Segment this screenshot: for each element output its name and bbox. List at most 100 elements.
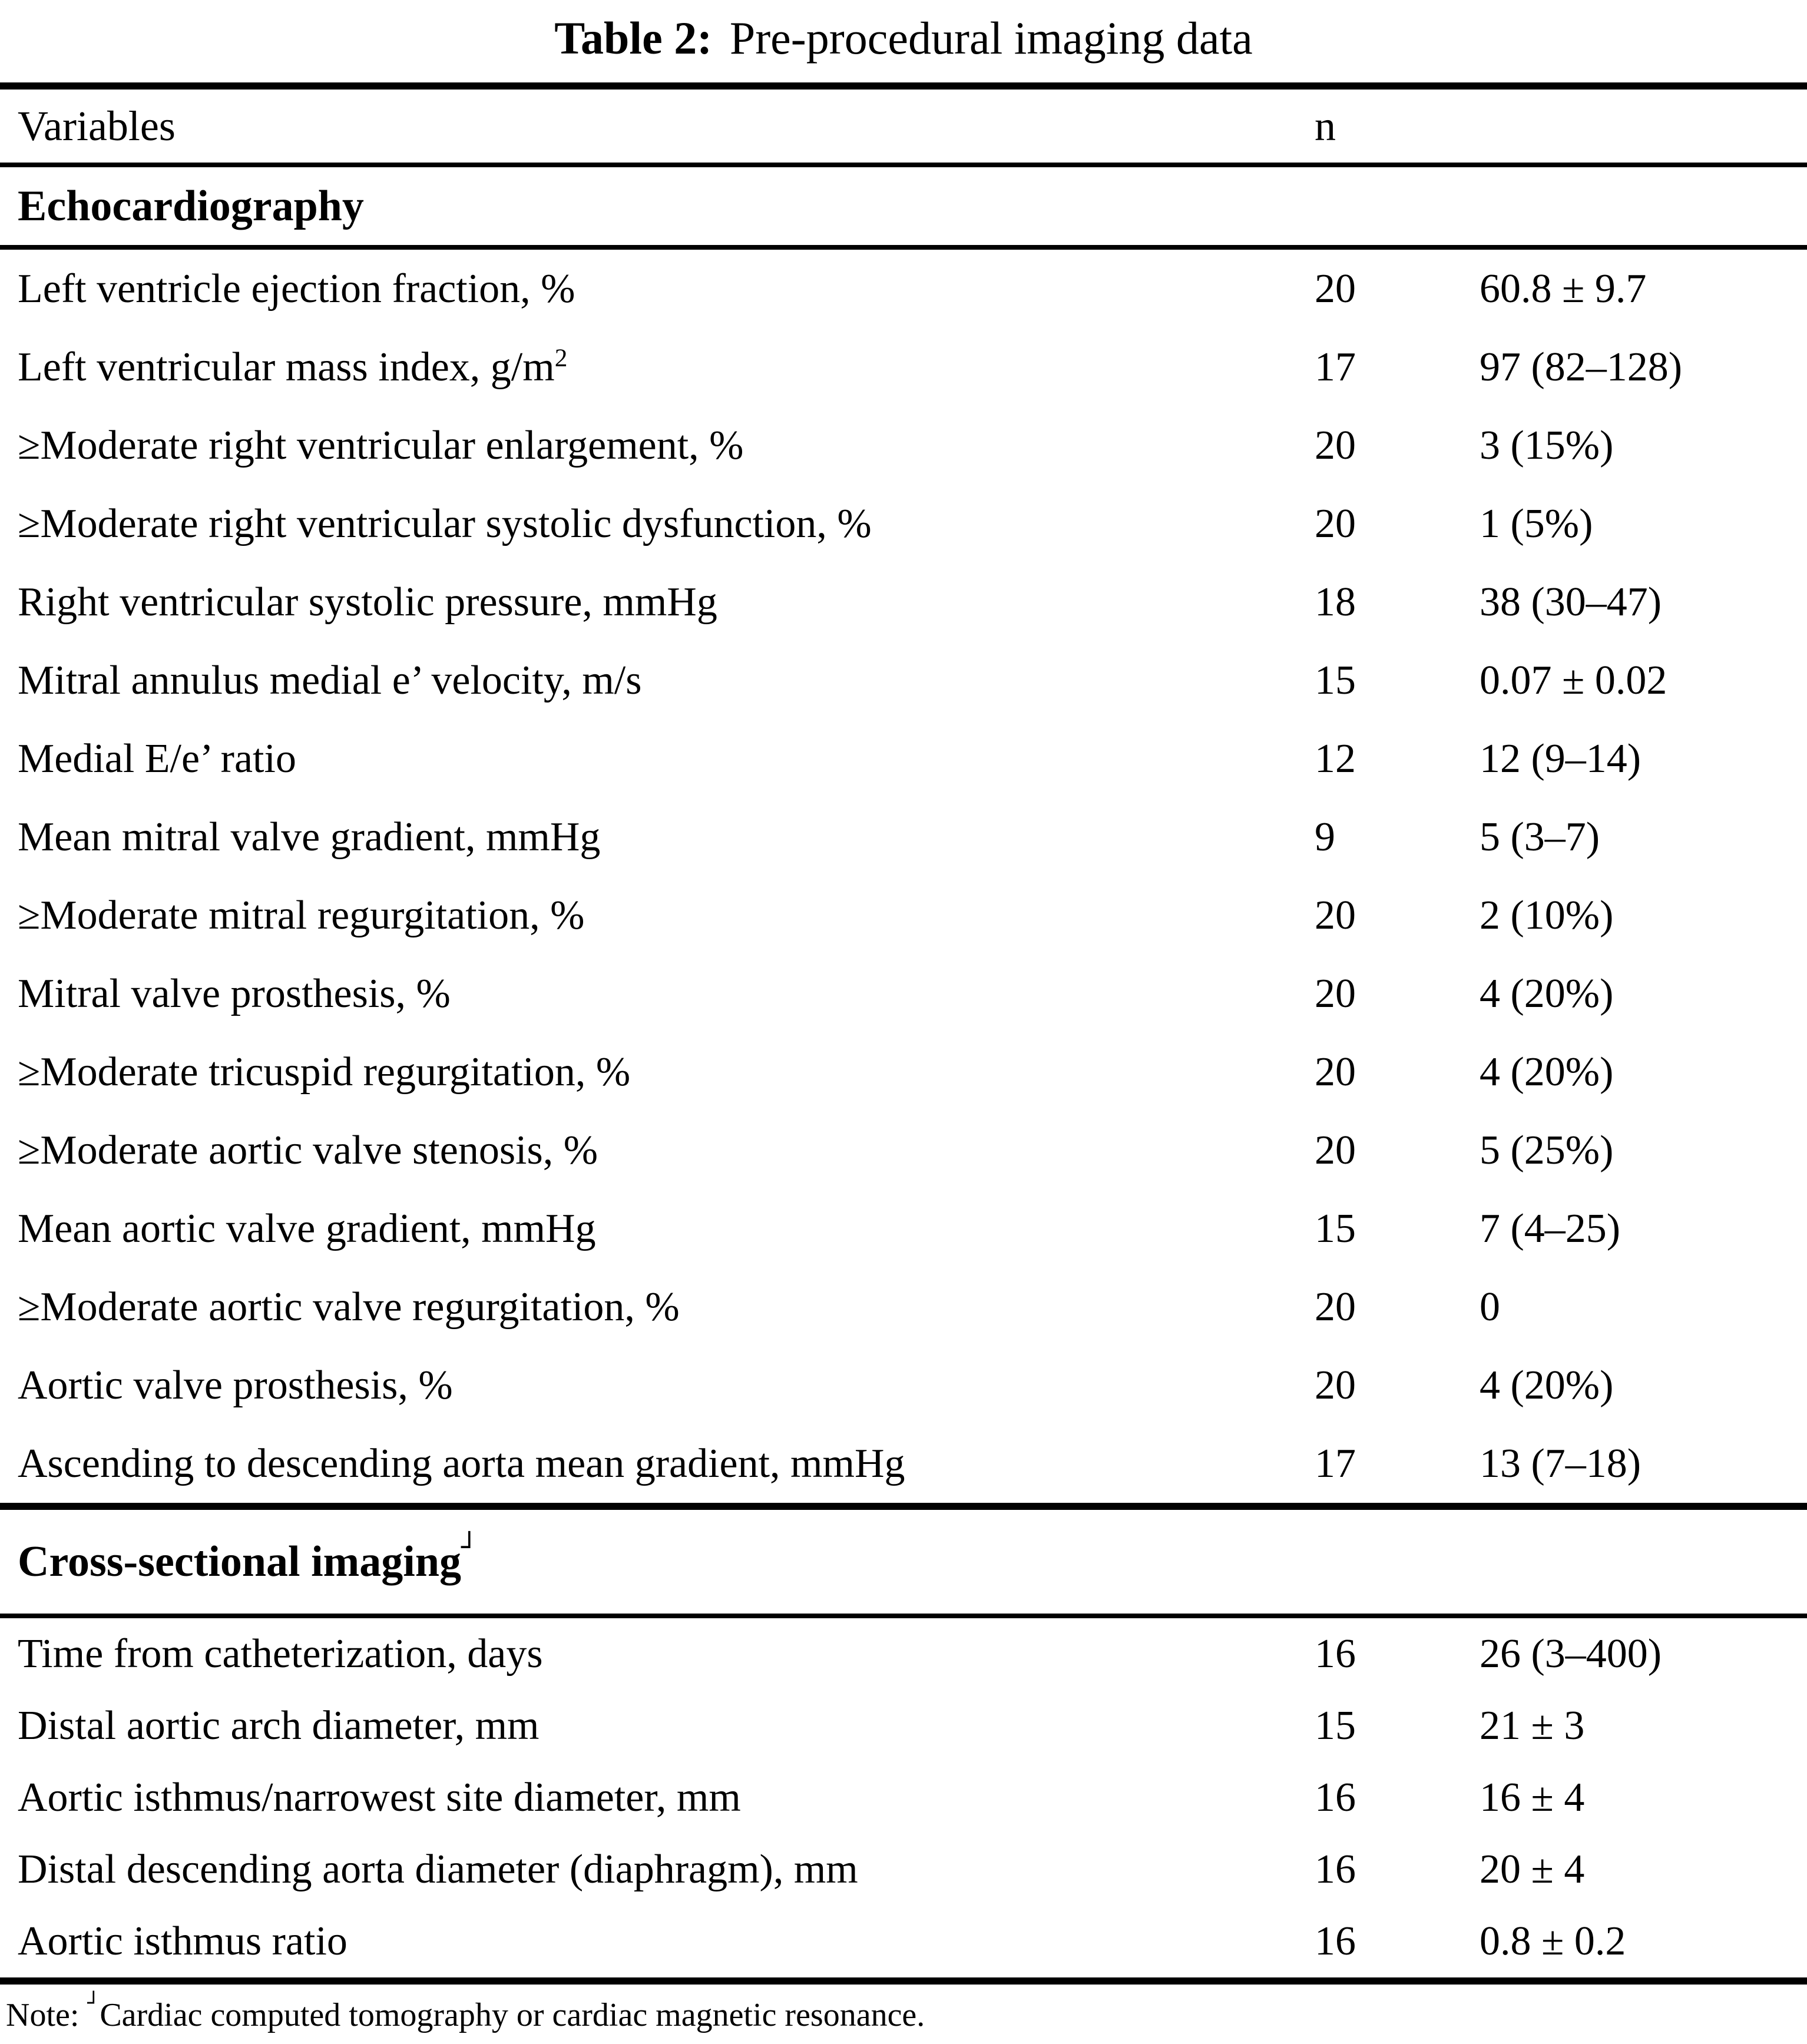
column-header-n: n bbox=[1315, 102, 1336, 150]
row-variable: Left ventricle ejection fraction, % bbox=[18, 266, 575, 312]
table-row: Time from catheterization, days 16 26 (3–4… bbox=[0, 1618, 1807, 1690]
row-variable: ≥Moderate right ventricular enlargement,… bbox=[18, 422, 744, 468]
row-variable: Distal descending aorta diameter (diaphr… bbox=[18, 1847, 858, 1892]
table-row: Aortic valve prosthesis, % 20 4 (20%) bbox=[0, 1346, 1807, 1424]
row-value: 5 (25%) bbox=[1480, 1127, 1614, 1173]
footnote-text: Cardiac computed tomography or cardiac m… bbox=[100, 1996, 925, 2033]
row-variable: Mean aortic valve gradient, mmHg bbox=[18, 1205, 596, 1251]
row-variable: Ascending to descending aorta mean gradi… bbox=[18, 1440, 905, 1486]
table-row: Aortic isthmus/narrowest site diameter, … bbox=[0, 1762, 1807, 1834]
row-value: 38 (30–47) bbox=[1480, 579, 1662, 625]
row-value: 26 (3–400) bbox=[1480, 1631, 1662, 1677]
row-n: 18 bbox=[1315, 579, 1356, 625]
row-n: 16 bbox=[1315, 1631, 1356, 1677]
section-header-echocardiography: Echocardiography bbox=[0, 167, 1807, 245]
section-header-divider bbox=[0, 245, 1807, 250]
row-variable: Mitral annulus medial e’ velocity, m/s bbox=[18, 657, 642, 703]
row-variable: Aortic isthmus ratio bbox=[18, 1919, 348, 1964]
table-row: ≥Moderate tricuspid regurgitation, % 20 4 … bbox=[0, 1033, 1807, 1111]
table-caption: Pre-procedural imaging data bbox=[729, 12, 1253, 64]
row-n: 15 bbox=[1315, 1703, 1356, 1748]
section-header-divider bbox=[0, 1614, 1807, 1618]
row-value: 0 bbox=[1480, 1284, 1500, 1330]
column-header-variables: Variables bbox=[18, 102, 176, 150]
table-row: Medial E/e’ ratio 12 12 (9–14) bbox=[0, 720, 1807, 798]
row-n: 20 bbox=[1315, 1127, 1356, 1173]
table-row: Distal descending aorta diameter (diaphr… bbox=[0, 1834, 1807, 1906]
row-value: 4 (20%) bbox=[1480, 1362, 1614, 1408]
table-row: ≥Moderate aortic valve stenosis, % 20 5 (2… bbox=[0, 1111, 1807, 1190]
table-row: Mitral annulus medial e’ velocity, m/s 15… bbox=[0, 641, 1807, 720]
table-row: Aortic isthmus ratio 16 0.8 ± 0.2 bbox=[0, 1906, 1807, 1977]
section-title: Cross-sectional imaging bbox=[18, 1537, 462, 1586]
table-row: Right ventricular systolic pressure, mmH… bbox=[0, 563, 1807, 641]
table-row: ≥Moderate right ventricular systolic dys… bbox=[0, 485, 1807, 563]
row-n: 17 bbox=[1315, 1440, 1356, 1486]
row-value: 4 (20%) bbox=[1480, 970, 1614, 1016]
row-n: 9 bbox=[1315, 814, 1335, 860]
row-variable-superscript: 2 bbox=[554, 343, 568, 372]
footnote-label: Note: bbox=[6, 1996, 88, 2033]
row-variable: ≥Moderate right ventricular systolic dys… bbox=[18, 501, 872, 546]
row-n: 20 bbox=[1315, 892, 1356, 938]
row-variable: ≥Moderate aortic valve stenosis, % bbox=[18, 1127, 598, 1173]
row-value: 21 ± 3 bbox=[1480, 1703, 1585, 1748]
row-variable: ≥Moderate aortic valve regurgitation, % bbox=[18, 1284, 680, 1330]
row-n: 20 bbox=[1315, 422, 1356, 468]
table-row: ≥Moderate right ventricular enlargement,… bbox=[0, 406, 1807, 485]
row-value: 60.8 ± 9.7 bbox=[1480, 266, 1647, 312]
row-n: 16 bbox=[1315, 1847, 1356, 1892]
table-row: Mean aortic valve gradient, mmHg 15 7 (4–2… bbox=[0, 1190, 1807, 1268]
section-rows-echocardiography: Left ventricle ejection fraction, % 20 60.… bbox=[0, 250, 1807, 1503]
table-number-label: Table 2: bbox=[554, 12, 713, 64]
row-variable: Mitral valve prosthesis, % bbox=[18, 970, 451, 1016]
row-value: 4 (20%) bbox=[1480, 1049, 1614, 1095]
row-n: 20 bbox=[1315, 501, 1356, 546]
row-n: 20 bbox=[1315, 1362, 1356, 1408]
row-value: 13 (7–18) bbox=[1480, 1440, 1641, 1486]
table-row: ≥Moderate mitral regurgitation, % 20 2 (10… bbox=[0, 876, 1807, 955]
row-value: 20 ± 4 bbox=[1480, 1847, 1585, 1892]
row-n: 17 bbox=[1315, 344, 1356, 390]
row-value: 7 (4–25) bbox=[1480, 1205, 1621, 1251]
header-divider bbox=[0, 163, 1807, 167]
table-row: Mean mitral valve gradient, mmHg 9 5 (3–7) bbox=[0, 798, 1807, 876]
section-divider bbox=[0, 1503, 1807, 1510]
footnote: Note: ┘ Cardiac computed tomography or ca… bbox=[6, 1992, 925, 2033]
row-variable: Aortic isthmus/narrowest site diameter, … bbox=[18, 1775, 741, 1820]
row-variable: Time from catheterization, days bbox=[18, 1631, 543, 1677]
column-header-row: Variables n bbox=[0, 90, 1807, 163]
row-variable: ≥Moderate mitral regurgitation, % bbox=[18, 892, 585, 938]
row-n: 20 bbox=[1315, 970, 1356, 1016]
row-variable: Aortic valve prosthesis, % bbox=[18, 1362, 453, 1408]
row-value: 97 (82–128) bbox=[1480, 344, 1683, 390]
row-value: 12 (9–14) bbox=[1480, 736, 1641, 781]
row-value: 5 (3–7) bbox=[1480, 814, 1600, 860]
row-variable: Distal aortic arch diameter, mm bbox=[18, 1703, 540, 1748]
row-variable: ≥Moderate tricuspid regurgitation, % bbox=[18, 1049, 631, 1095]
table-row: Left ventricle ejection fraction, % 20 60.… bbox=[0, 250, 1807, 328]
table-row: Ascending to descending aorta mean gradi… bbox=[0, 1424, 1807, 1503]
table-row: ≥Moderate aortic valve regurgitation, % 2… bbox=[0, 1268, 1807, 1346]
table-row: Mitral valve prosthesis, % 20 4 (20%) bbox=[0, 955, 1807, 1033]
row-value: 0.07 ± 0.02 bbox=[1480, 657, 1667, 703]
table-row: Distal aortic arch diameter, mm 15 21 ± 3 bbox=[0, 1690, 1807, 1762]
row-n: 15 bbox=[1315, 657, 1356, 703]
row-n: 12 bbox=[1315, 736, 1356, 781]
row-variable: Right ventricular systolic pressure, mmH… bbox=[18, 579, 717, 625]
section-title: Echocardiography bbox=[18, 181, 364, 230]
row-n: 16 bbox=[1315, 1775, 1356, 1820]
row-value: 1 (5%) bbox=[1480, 501, 1593, 546]
top-divider bbox=[0, 82, 1807, 90]
row-value: 0.8 ± 0.2 bbox=[1480, 1919, 1626, 1964]
row-value: 3 (15%) bbox=[1480, 422, 1614, 468]
section-rows-cross-sectional-imaging: Time from catheterization, days 16 26 (3–4… bbox=[0, 1618, 1807, 1977]
row-n: 16 bbox=[1315, 1919, 1356, 1964]
row-variable: Mean mitral valve gradient, mmHg bbox=[18, 814, 601, 860]
row-n: 20 bbox=[1315, 1049, 1356, 1095]
table-row: Left ventricular mass index, g/m2 17 97 (8… bbox=[0, 328, 1807, 406]
row-value: 16 ± 4 bbox=[1480, 1775, 1585, 1820]
table-body: Echocardiography Left ventricle ejection … bbox=[0, 167, 1807, 1977]
row-n: 20 bbox=[1315, 266, 1356, 312]
